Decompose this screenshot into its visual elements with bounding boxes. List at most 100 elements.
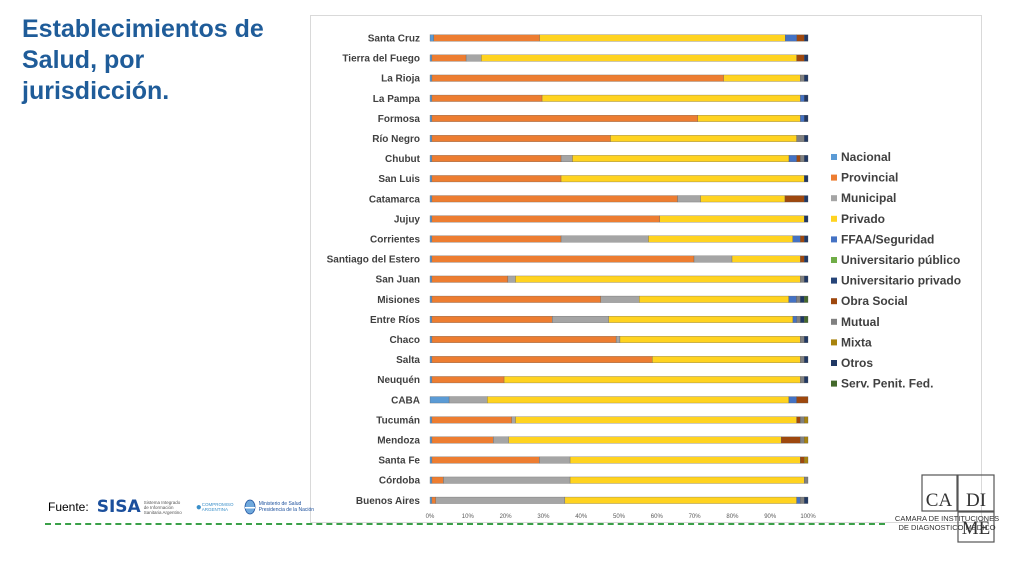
bar-segment <box>800 336 805 343</box>
legend-entry: Municipal <box>841 191 896 205</box>
bar-segment <box>431 315 553 323</box>
category-label: Catamarca <box>369 194 421 205</box>
legend-entry: Nacional <box>841 150 891 164</box>
category-label: Chaco <box>389 335 420 346</box>
legend-swatch <box>831 360 837 366</box>
bar-segment <box>804 476 809 484</box>
legend-swatch <box>831 298 837 305</box>
bar-segment <box>569 476 805 484</box>
category-label: Salta <box>396 355 420 366</box>
bar-segment <box>429 175 433 183</box>
bar-segment <box>800 74 805 82</box>
x-tick-label: 30% <box>537 514 550 520</box>
bar-segment <box>429 436 433 444</box>
compromiso-logo-text: COMPROMISO ARGENTINA <box>201 502 234 512</box>
bar-segment <box>796 34 805 42</box>
bar-segment <box>429 195 433 203</box>
bar-segment <box>800 315 805 323</box>
bar-segment <box>792 235 801 243</box>
bar-segment <box>431 336 617 343</box>
x-tick-label: 50% <box>613 514 626 520</box>
bar-segment <box>429 115 433 122</box>
bar-segment <box>800 235 805 243</box>
ministerio-shield-icon <box>244 499 256 515</box>
bar-segment <box>796 54 805 62</box>
category-label: Tierra del Fuego <box>342 54 420 65</box>
bar-segment <box>796 295 801 303</box>
category-label: Jujuy <box>394 214 421 225</box>
bar-segment <box>608 315 794 323</box>
bar-segment <box>804 496 809 504</box>
bar-segment <box>487 396 790 404</box>
bar-segment <box>723 74 801 82</box>
sisa-logo: SISA Sistema Integrado de Información Sa… <box>97 497 184 517</box>
bar-segment <box>796 416 801 424</box>
bar-segment <box>515 416 797 424</box>
bar-segment <box>448 396 488 404</box>
bar-segment <box>429 34 434 42</box>
x-tick-label: 90% <box>764 514 777 520</box>
legend-entry: Serv. Penit. Fed. <box>841 377 933 391</box>
category-label: La Rioja <box>381 74 420 85</box>
category-label: Santiago del Estero <box>327 255 420 266</box>
bar-segment <box>429 135 433 142</box>
category-label: Corrientes <box>370 235 420 246</box>
bar-segment <box>431 416 512 424</box>
bar-segment <box>560 155 573 163</box>
bar-segment <box>652 356 801 364</box>
chart-area: Santa Cruz Tierra del Fuego La Rioja La Pam… <box>310 15 982 523</box>
bar-segment <box>431 456 540 464</box>
bar-segment <box>788 396 797 404</box>
bar-segment <box>804 255 809 263</box>
bar-segment <box>431 54 467 62</box>
bar-segment <box>507 275 516 283</box>
x-tick-label: 60% <box>651 514 664 520</box>
bar-segment <box>788 295 797 303</box>
bar-segment <box>435 496 566 504</box>
bar-segment <box>804 155 809 163</box>
bar-segment <box>796 396 809 404</box>
bar-segment <box>800 496 805 504</box>
bar-segment <box>429 376 433 384</box>
bar-segment <box>697 115 801 122</box>
bar-segment <box>804 315 809 323</box>
bar-segment <box>638 295 789 303</box>
bar-segment <box>431 175 562 183</box>
bar-segment <box>780 436 801 444</box>
x-tick-label: 0% <box>426 514 435 520</box>
bar-segment <box>800 376 805 384</box>
x-tick-label: 70% <box>689 514 702 520</box>
bar-segment <box>804 275 809 283</box>
bar-segment <box>804 135 809 142</box>
bar-segment <box>431 135 611 142</box>
category-label: Neuquén <box>377 375 420 386</box>
legend-entry: Mixta <box>841 335 872 349</box>
bar-segment <box>429 476 433 484</box>
x-tick-label: 100% <box>800 514 816 520</box>
bar-segment <box>804 376 809 384</box>
bar-segment <box>800 456 805 464</box>
cadime-logo: CA DI ME <box>921 474 995 543</box>
category-label: Chubut <box>385 154 421 165</box>
bar-segment <box>800 356 805 364</box>
cadime-caption: CAMARA DE INSTITUCIONES DE DIAGNOSTICO M… <box>894 514 1000 532</box>
ministerio-logo: Ministerio de Salud Presidencia de la Na… <box>244 499 329 515</box>
bar-segment <box>804 54 809 62</box>
bar-segment <box>429 356 433 364</box>
bar-segment <box>659 215 805 223</box>
category-label: Formosa <box>378 114 421 125</box>
bar-segment <box>443 476 571 484</box>
bar-segment <box>431 496 436 504</box>
category-label: Santa Cruz <box>368 34 420 45</box>
x-tick-label: 80% <box>726 514 739 520</box>
bar-segment <box>800 436 805 444</box>
bar-segment <box>804 34 809 42</box>
category-label: Entre Ríos <box>370 315 420 326</box>
bar-segment <box>431 115 698 122</box>
category-label: Córdoba <box>379 476 421 487</box>
legend-entry: Obra Social <box>841 294 908 308</box>
bar-segment <box>800 275 805 283</box>
bar-segment <box>429 496 433 504</box>
bar-segment <box>785 34 797 42</box>
bar-segment <box>429 456 433 464</box>
